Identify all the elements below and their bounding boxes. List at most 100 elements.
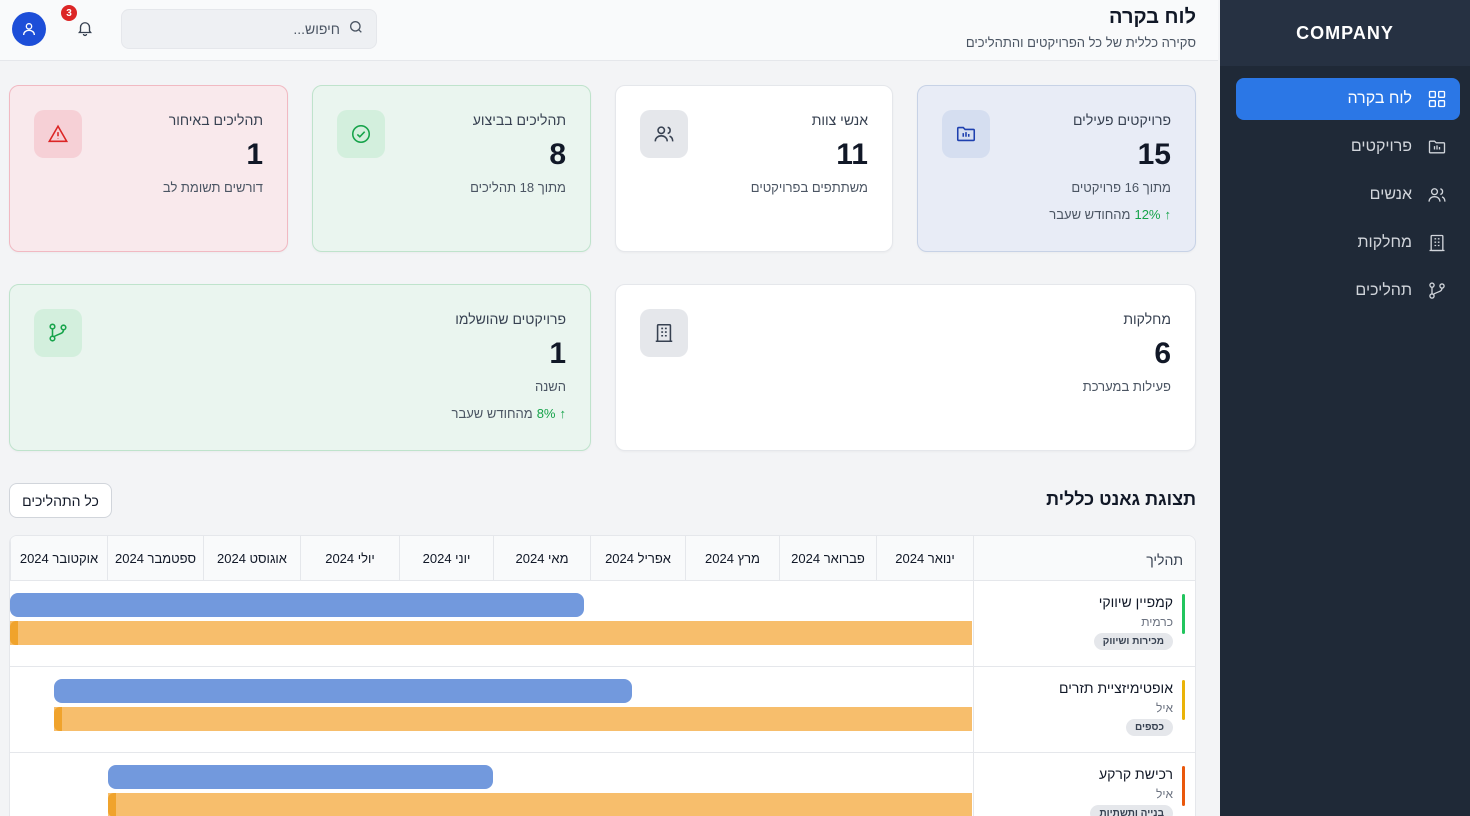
- status-stripe: [1182, 680, 1185, 720]
- department-tag: כספים: [1126, 719, 1173, 736]
- trend-up-icon: ↑: [1164, 207, 1172, 222]
- users-icon: [1426, 184, 1448, 206]
- sidebar-item-processes[interactable]: תהליכים: [1236, 270, 1460, 312]
- card-value: 11: [836, 138, 868, 171]
- gantt-month-label: אוקטובר 2024: [10, 536, 107, 581]
- sidebar-item-departments[interactable]: מחלקות: [1236, 222, 1460, 264]
- bar-start-cap: [54, 707, 62, 731]
- check-circle-icon: [337, 110, 385, 158]
- card-label: פרויקטים פעילים: [1072, 112, 1171, 128]
- search-box[interactable]: [121, 9, 377, 49]
- sidebar-item-label: פרויקטים: [1350, 138, 1412, 155]
- trend-percent: 12%: [1134, 207, 1161, 222]
- sidebar-item-label: מחלקות: [1357, 234, 1413, 251]
- page-subtitle: סקירה כללית של כל הפרויקטים והתהליכים: [965, 35, 1196, 50]
- git-branch-icon: [34, 309, 82, 357]
- stat-card-active-projects[interactable]: פרויקטים פעילים 15 מתוך 16 פרויקטים ↑ 12…: [917, 85, 1196, 252]
- gantt-month-label: יולי 2024: [300, 536, 399, 581]
- gantt-row[interactable]: קמפיין שיווקי כרמית מכירות ושיווק: [10, 581, 1195, 667]
- gantt-chart: תהליך ינואר 2024 פברואר 2024 מרץ 2024 אפ…: [9, 535, 1196, 816]
- avatar[interactable]: [12, 12, 46, 46]
- trend-percent: 8%: [536, 406, 556, 421]
- card-value: 1: [549, 337, 566, 370]
- card-subtext: השנה: [534, 379, 566, 394]
- sidebar: COMPANY לוח בקרה פרויקטים אנשים מחלקות: [1220, 0, 1470, 816]
- process-owner: איל: [1155, 701, 1173, 715]
- card-subtext: דורשים תשומת לב: [162, 180, 263, 195]
- gantt-month-label: אפריל 2024: [590, 536, 685, 581]
- department-tag: בנייה ותשתיות: [1090, 805, 1173, 816]
- sidebar-item-label: תהליכים: [1355, 282, 1412, 299]
- gantt-month-label: מאי 2024: [493, 536, 590, 581]
- search-input[interactable]: [140, 21, 340, 37]
- gantt-month-label: פברואר 2024: [779, 536, 876, 581]
- planned-bar[interactable]: [54, 679, 632, 703]
- card-subtext: מתוך 18 תהליכים: [470, 180, 566, 195]
- gantt-header: תהליך ינואר 2024 פברואר 2024 מרץ 2024 אפ…: [10, 536, 1195, 581]
- brand-logo: COMPANY: [1220, 0, 1470, 66]
- dashboard-icon: [1426, 88, 1448, 110]
- sidebar-item-dashboard[interactable]: לוח בקרה: [1236, 78, 1460, 120]
- building-icon: [640, 309, 688, 357]
- card-trend: ↑ 8% מהחודש שעבר: [452, 406, 566, 421]
- user-icon: [23, 23, 35, 36]
- gantt-row-info: קמפיין שיווקי כרמית מכירות ושיווק: [973, 581, 1195, 667]
- card-value: 6: [1154, 337, 1171, 370]
- bell-icon[interactable]: [76, 19, 96, 39]
- sidebar-item-label: לוח בקרה: [1347, 90, 1412, 107]
- department-tag: מכירות ושיווק: [1093, 633, 1173, 650]
- sidebar-nav: לוח בקרה פרויקטים אנשים מחלקות תהליכים: [1220, 66, 1470, 312]
- gantt-process-header: תהליך: [973, 536, 1195, 581]
- gantt-month-label: ינואר 2024: [876, 536, 973, 581]
- status-stripe: [1182, 766, 1185, 806]
- gantt-title: תצוגת גאנט כללית: [1046, 489, 1196, 509]
- actual-bar[interactable]: [54, 707, 972, 731]
- building-icon: [1426, 232, 1448, 254]
- card-trend: ↑ 12% מהחודש שעבר: [1049, 207, 1171, 222]
- trend-text: מהחודש שעבר: [1049, 207, 1131, 222]
- users-icon: [640, 110, 688, 158]
- gantt-row[interactable]: רכישת קרקע איל בנייה ותשתיות: [10, 753, 1195, 816]
- card-label: פרויקטים שהושלמו: [455, 311, 566, 327]
- bar-start-cap: [10, 621, 18, 645]
- trend-text: מהחודש שעבר: [451, 406, 533, 421]
- folder-icon: [1426, 136, 1448, 158]
- card-label: מחלקות: [1123, 311, 1171, 327]
- card-value: 1: [246, 138, 263, 171]
- top-header: לוח בקרה סקירה כללית של כל הפרויקטים והת…: [0, 0, 1218, 61]
- gantt-month-label: יוני 2024: [399, 536, 493, 581]
- stat-card-processes-running[interactable]: תהליכים בביצוע 8 מתוך 18 תהליכים: [312, 85, 591, 252]
- card-label: תהליכים בביצוע: [472, 112, 566, 128]
- actual-bar[interactable]: [108, 793, 972, 816]
- stat-card-completed-projects[interactable]: פרויקטים שהושלמו 1 השנה ↑ 8% מהחודש שעבר: [9, 284, 591, 451]
- sidebar-item-people[interactable]: אנשים: [1236, 174, 1460, 216]
- trend-up-icon: ↑: [559, 406, 567, 421]
- gantt-row[interactable]: אופטימיזציית תזרים איל כספים: [10, 667, 1195, 753]
- status-stripe: [1182, 594, 1185, 634]
- card-subtext: פעילות במערכת: [1082, 379, 1171, 394]
- process-name: רכישת קרקע: [1099, 766, 1173, 782]
- stat-card-departments[interactable]: מחלקות 6 פעילות במערכת: [615, 284, 1196, 451]
- folder-icon: [942, 110, 990, 158]
- stat-card-processes-late[interactable]: תהליכים באיחור 1 דורשים תשומת לב: [9, 85, 288, 252]
- search-icon: [348, 19, 364, 40]
- warning-icon: [34, 110, 82, 158]
- page-title: לוח בקרה: [1109, 6, 1196, 28]
- stat-card-team[interactable]: אנשי צוות 11 משתתפים בפרויקטים: [615, 85, 893, 252]
- planned-bar[interactable]: [10, 593, 584, 617]
- gantt-month-label: מרץ 2024: [685, 536, 779, 581]
- process-name: אופטימיזציית תזרים: [1059, 680, 1173, 696]
- planned-bar[interactable]: [108, 765, 493, 789]
- card-label: תהליכים באיחור: [168, 112, 263, 128]
- card-value: 8: [549, 138, 566, 171]
- actual-bar[interactable]: [10, 621, 972, 645]
- sidebar-item-projects[interactable]: פרויקטים: [1236, 126, 1460, 168]
- card-value: 15: [1137, 138, 1171, 171]
- card-subtext: מתוך 16 פרויקטים: [1071, 180, 1171, 195]
- sidebar-item-label: אנשים: [1369, 186, 1412, 203]
- process-owner: כרמית: [1141, 615, 1173, 629]
- process-owner: איל: [1155, 787, 1173, 801]
- all-processes-button[interactable]: כל התהליכים: [9, 483, 112, 518]
- process-name: קמפיין שיווקי: [1098, 594, 1173, 610]
- git-branch-icon: [1426, 280, 1448, 302]
